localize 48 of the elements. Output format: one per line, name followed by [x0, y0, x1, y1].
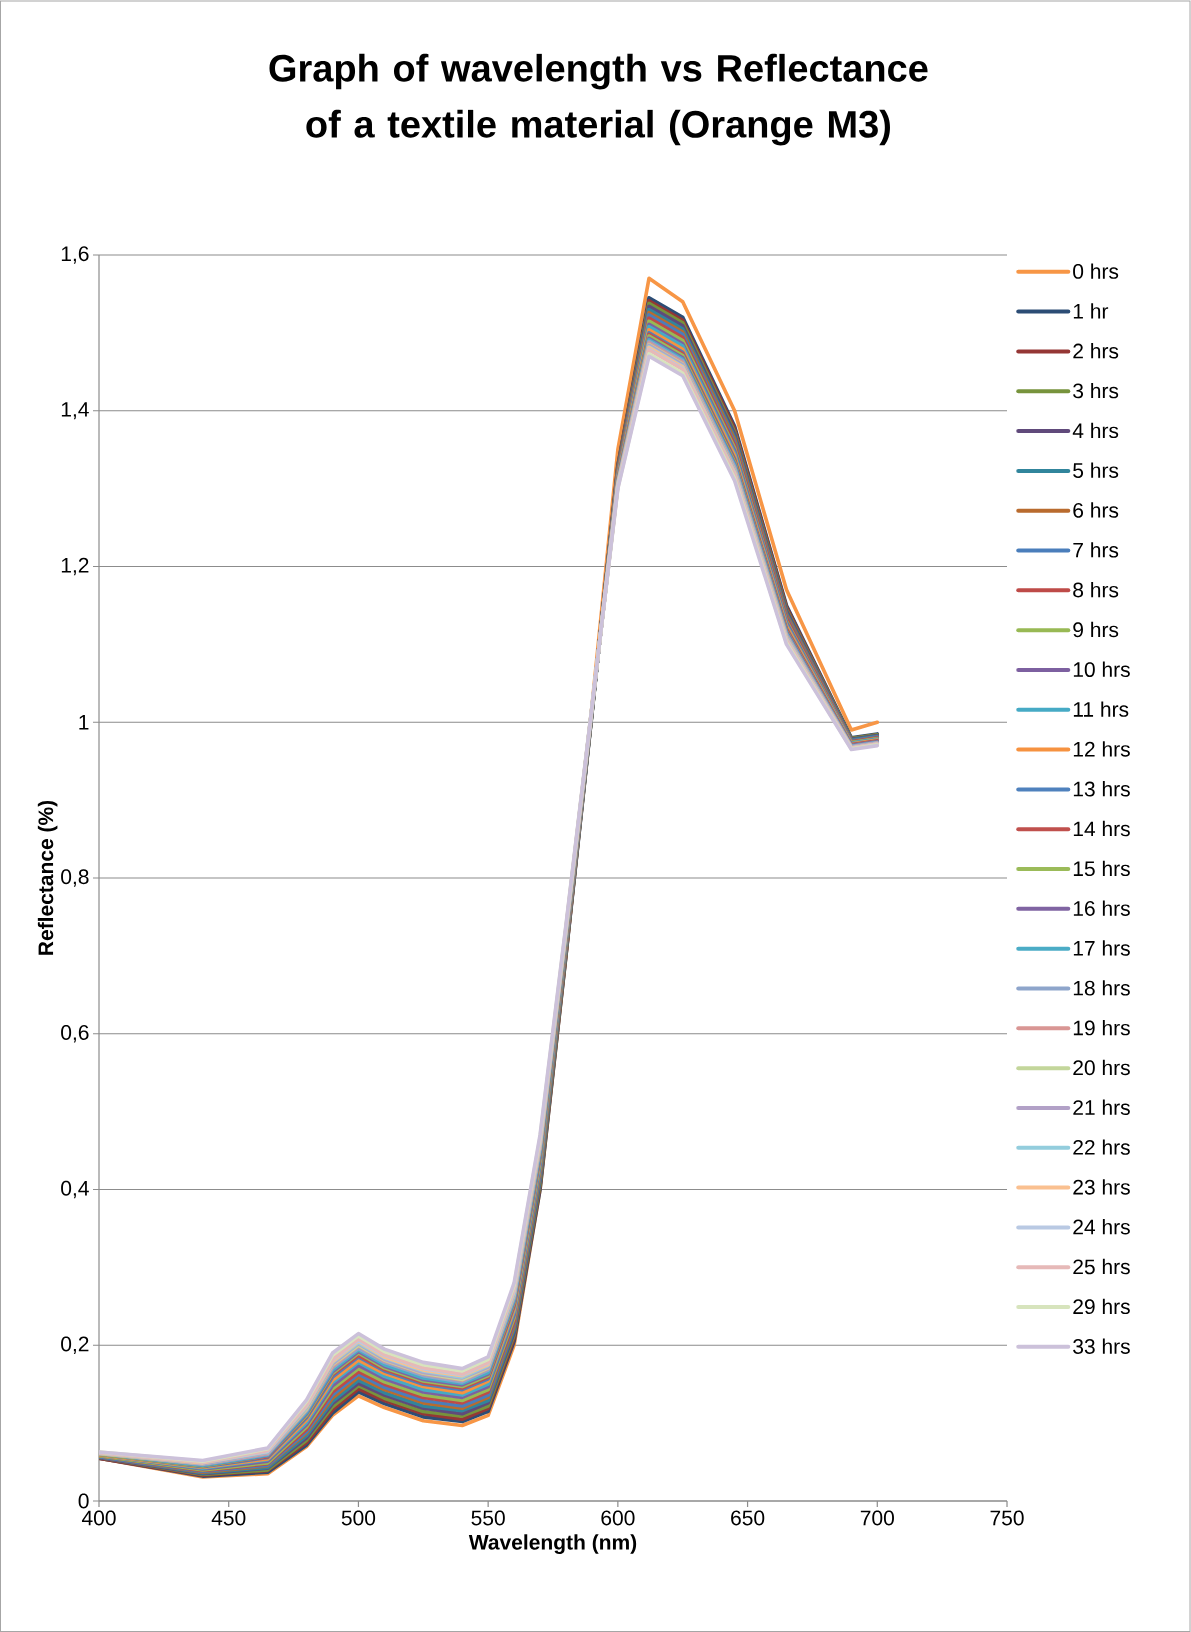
legend-label: 2 hrs: [1073, 343, 1119, 359]
legend-label: 20 hrs: [1073, 1059, 1130, 1076]
y-tick-label: 0: [78, 1493, 89, 1509]
x-tick-label: 750: [990, 1510, 1024, 1526]
y-tick-label: 0,8: [61, 869, 89, 887]
legend-label: 4 hrs: [1072, 422, 1119, 439]
x-axis-title: Wavelength (nm): [468, 1534, 637, 1554]
x-tick-label: 700: [860, 1510, 894, 1526]
legend-label: 0 hrs: [1073, 263, 1119, 279]
x-tick-label: 400: [81, 1510, 116, 1526]
legend-label: 9 hrs: [1073, 621, 1119, 638]
legend-label: 19 hrs: [1073, 1019, 1130, 1036]
y-tick-label: 0,6: [61, 1025, 89, 1043]
y-tick-label: 1,4: [61, 402, 89, 420]
legend-label: 1 hr: [1073, 303, 1109, 319]
legend-label: 13 hrs: [1073, 781, 1130, 797]
legend-label: 16 hrs: [1073, 900, 1130, 916]
y-tick-label: 1: [79, 715, 89, 730]
legend-label: 29 hrs: [1073, 1298, 1130, 1315]
legend-label: 22 hrs: [1073, 1139, 1130, 1155]
legend-label: 12 hrs: [1073, 741, 1130, 757]
y-axis-title: Reflectance (%): [37, 800, 58, 955]
x-tick-label: 500: [341, 1510, 376, 1526]
y-tick-label: 1,2: [61, 557, 89, 576]
legend-label: 24 hrs: [1073, 1219, 1130, 1235]
legend-label: 7 hrs: [1073, 542, 1119, 558]
legend-label: 17 hrs: [1073, 940, 1130, 956]
legend-label: 21 hrs: [1073, 1099, 1130, 1116]
legend-label: 25 hrs: [1073, 1258, 1130, 1275]
y-tick-label: 1,6: [61, 246, 89, 264]
legend-label: 14 hrs: [1073, 820, 1130, 837]
x-tick-label: 450: [211, 1510, 246, 1526]
legend-label: 10 hrs: [1073, 661, 1130, 678]
legend-label: 18 hrs: [1073, 980, 1130, 996]
legend-label: 11 hrs: [1073, 701, 1129, 717]
legend-label: 23 hrs: [1073, 1179, 1130, 1195]
y-tick-label: 0,2: [61, 1336, 89, 1354]
legend-label: 33 hrs: [1073, 1338, 1130, 1354]
legend-label: 3 hrs: [1073, 382, 1119, 399]
y-tick-label: 0,4: [61, 1180, 89, 1199]
legend-label: 8 hrs: [1073, 581, 1119, 598]
legend-label: 6 hrs: [1073, 502, 1119, 518]
legend-label: 15 hrs: [1073, 860, 1130, 877]
x-tick-label: 600: [601, 1510, 635, 1526]
x-tick-label: 650: [731, 1510, 765, 1526]
legend-label: 5 hrs: [1073, 462, 1119, 478]
x-tick-label: 550: [471, 1510, 505, 1526]
chart-title: Graph of wavelength vs Reflectance of a textile material (Orange M3): [269, 53, 928, 146]
